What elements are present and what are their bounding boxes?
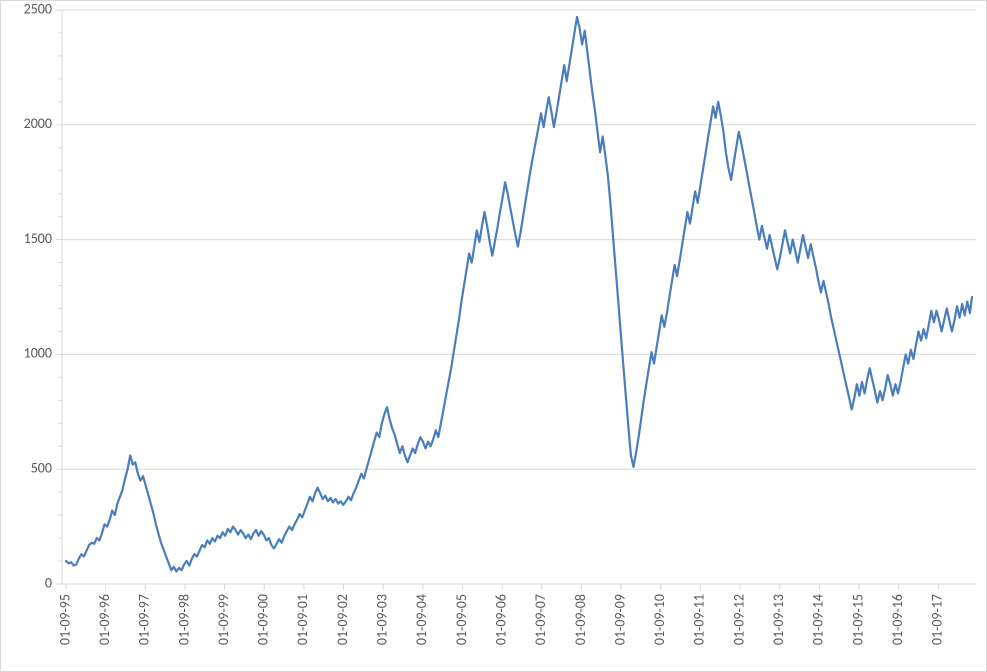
x-tick-label: 01-09-07 (532, 594, 549, 645)
x-tick-label: 01-09-09 (611, 594, 628, 645)
y-tick-label: 0 (45, 574, 52, 591)
x-tick-label: 01-09-16 (889, 594, 906, 645)
line-chart: 0 500 1000 1500 2000 2500 01-09-95 01-09-96 01-0… (0, 0, 987, 672)
x-tick-label: 01-09-97 (136, 594, 153, 645)
x-tick-label: 01-09-13 (770, 594, 787, 645)
x-tick-label: 01-09-10 (651, 594, 668, 645)
x-tick-label: 01-09-12 (730, 594, 747, 645)
x-tick-label: 01-09-00 (255, 594, 272, 645)
x-tick-label: 01-09-11 (691, 594, 708, 645)
x-tick-label: 01-09-01 (294, 594, 311, 645)
x-tick-label: 01-09-05 (453, 594, 470, 645)
x-tick-label: 01-09-96 (96, 594, 113, 645)
y-tick-label: 2500 (24, 0, 52, 17)
x-tick-label: 01-09-17 (929, 594, 946, 645)
x-tick-label: 01-09-99 (215, 594, 232, 645)
y-tick-label: 500 (31, 460, 52, 477)
x-tick-label: 01-09-15 (849, 594, 866, 645)
y-tick-label: 2000 (24, 115, 52, 132)
y-tick-label: 1000 (24, 345, 52, 362)
x-tick-label: 01-09-02 (334, 594, 351, 645)
x-tick-label: 01-09-08 (572, 594, 589, 645)
x-tick-label: 01-09-98 (175, 594, 192, 645)
y-tick-label: 1500 (24, 230, 52, 247)
chart-svg: 0 500 1000 1500 2000 2500 01-09-95 01-09-96 01-0… (0, 0, 987, 672)
x-tick-label: 01-09-04 (413, 594, 430, 645)
x-tick-label: 01-09-14 (810, 594, 827, 645)
x-tick-label: 01-09-06 (492, 594, 509, 645)
x-tick-label: 01-09-03 (374, 594, 391, 645)
data-series-line (66, 17, 972, 572)
x-tick-label: 01-09-95 (56, 594, 73, 645)
